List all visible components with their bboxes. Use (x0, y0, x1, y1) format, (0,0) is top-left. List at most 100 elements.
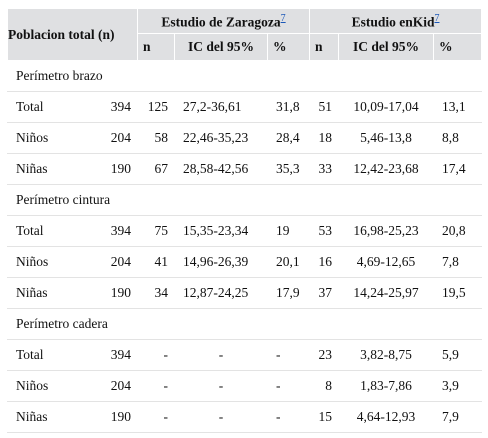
cell-enkid-n: 15 (309, 401, 340, 433)
cell-enkid-n: 8 (309, 370, 340, 402)
cell-zaragoza-n: 34 (137, 277, 175, 309)
cell-enkid-pct: 20,8 (433, 215, 483, 247)
group-title: Estudio enKid (351, 14, 435, 30)
subheader-n: n (137, 33, 175, 61)
cell-zaragoza-n: 67 (137, 153, 175, 185)
cell-enkid-ic: 10,09-17,04 (338, 91, 435, 123)
data-table: Poblacion total (n) Estudio de Zaragoza7… (6, 8, 483, 433)
cell-zaragoza-pct: 28,4 (266, 122, 311, 154)
cell-zaragoza-pct: - (266, 339, 311, 371)
row-label: Niñas (7, 401, 88, 433)
cell-zaragoza-ic: 22,46-35,23 (174, 122, 268, 154)
cell-enkid-pct: 13,1 (433, 91, 483, 123)
cell-enkid-ic: 14,24-25,97 (338, 277, 435, 309)
table-header: Poblacion total (n) Estudio de Zaragoza7… (7, 8, 483, 61)
subheader-pct: % (433, 33, 483, 61)
cell-zaragoza-n: 75 (137, 215, 175, 247)
cell-enkid-pct: 19,5 (433, 277, 483, 309)
cell-poblacion: 204 (87, 370, 138, 402)
cell-enkid-n: 33 (309, 153, 340, 185)
cell-zaragoza-ic: - (174, 339, 268, 371)
cell-enkid-pct: 8,8 (433, 122, 483, 154)
cell-zaragoza-ic: 14,96-26,39 (174, 246, 268, 278)
table-row: Niños 204 41 14,96-26,39 20,1 16 4,69-12,65 7,8 (7, 246, 483, 278)
section-row: Perímetro brazo (6, 60, 483, 92)
cell-enkid-ic: 3,82-8,75 (338, 339, 435, 371)
cell-poblacion: 190 (87, 153, 138, 185)
cell-enkid-n: 23 (309, 339, 340, 371)
cell-zaragoza-pct: 19 (266, 215, 311, 247)
subheader-pct: % (266, 33, 311, 61)
row-label: Total (7, 91, 88, 123)
group-title: Estudio de Zaragoza (161, 14, 281, 30)
cell-enkid-pct: 7,9 (433, 401, 483, 433)
cell-zaragoza-ic: 12,87-24,25 (174, 277, 268, 309)
cell-poblacion: 190 (87, 277, 138, 309)
cell-zaragoza-pct: 17,9 (266, 277, 311, 309)
row-label: Niños (7, 246, 88, 278)
cell-poblacion: 394 (87, 339, 138, 371)
cell-enkid-n: 53 (309, 215, 340, 247)
subheader-ic: IC del 95% (174, 33, 268, 61)
cell-enkid-n: 18 (309, 122, 340, 154)
cell-zaragoza-pct: 20,1 (266, 246, 311, 278)
cell-zaragoza-n: 58 (137, 122, 175, 154)
reference-link[interactable]: 7 (280, 12, 286, 24)
table-row: Niñas 190 34 12,87-24,25 17,9 37 14,24-25,97 19… (7, 277, 483, 309)
cell-enkid-pct: 17,4 (433, 153, 483, 185)
cell-zaragoza-pct: 31,8 (266, 91, 311, 123)
subheader-ic: IC del 95% (338, 33, 435, 61)
row-label: Niñas (7, 277, 88, 309)
section-row: Perímetro cadera (6, 308, 483, 340)
cell-poblacion: 394 (87, 215, 138, 247)
cell-zaragoza-ic: - (174, 401, 268, 433)
cell-enkid-ic: 4,64-12,93 (338, 401, 435, 433)
cell-poblacion: 204 (87, 246, 138, 278)
table-row: Niños 204 58 22,46-35,23 28,4 18 5,46-13,8 8,8 (7, 122, 483, 154)
cell-zaragoza-n: - (137, 339, 175, 371)
table-row: Niñas 190 67 28,58-42,56 35,3 33 12,42-23,68 17… (7, 153, 483, 185)
cell-enkid-ic: 12,42-23,68 (338, 153, 435, 185)
subheader-n: n (309, 33, 340, 61)
table-row: Niñas 190- - -15 4,64-12,93 7,9 (7, 401, 483, 433)
table-row: Total 394 125 27,2-36,61 31,8 51 10,09-17,04 13… (7, 91, 483, 123)
cell-zaragoza-ic: 28,58-42,56 (174, 153, 268, 185)
cell-zaragoza-n: - (137, 401, 175, 433)
cell-zaragoza-n: - (137, 370, 175, 402)
cell-enkid-n: 16 (309, 246, 340, 278)
cell-zaragoza-pct: 35,3 (266, 153, 311, 185)
cell-zaragoza-n: 125 (137, 91, 175, 123)
cell-poblacion: 394 (87, 91, 138, 123)
cell-zaragoza-pct: - (266, 370, 311, 402)
cell-zaragoza-pct: - (266, 401, 311, 433)
cell-enkid-ic: 1,83-7,86 (338, 370, 435, 402)
cell-enkid-ic: 16,98-25,23 (338, 215, 435, 247)
row-label: Niños (7, 122, 88, 154)
cell-zaragoza-ic: 15,35-23,34 (174, 215, 268, 247)
cell-enkid-pct: 3,9 (433, 370, 483, 402)
cell-poblacion: 204 (87, 122, 138, 154)
cell-enkid-n: 51 (309, 91, 340, 123)
cell-poblacion: 190 (87, 401, 138, 433)
table-body: Perímetro brazo Total 394 125 27,2-36,61 31,8… (6, 60, 483, 433)
cell-enkid-pct: 7,8 (433, 246, 483, 278)
cell-zaragoza-ic: 27,2-36,61 (174, 91, 268, 123)
section-title: Perímetro cintura (6, 184, 483, 216)
cell-enkid-ic: 4,69-12,65 (338, 246, 435, 278)
cell-zaragoza-n: 41 (137, 246, 175, 278)
cell-enkid-pct: 5,9 (433, 339, 483, 371)
header-group-zaragoza: Estudio de Zaragoza7 (136, 8, 311, 34)
section-row: Perímetro cintura (6, 184, 483, 216)
header-group-enkid: Estudio enKid7 (309, 8, 483, 34)
row-label: Total (7, 215, 88, 247)
row-label: Niñas (7, 153, 88, 185)
cell-zaragoza-ic: - (174, 370, 268, 402)
row-label: Niños (7, 370, 88, 402)
reference-link[interactable]: 7 (434, 12, 440, 24)
table-row: Total 394- - -23 3,82-8,75 5,9 (7, 339, 483, 371)
cell-enkid-ic: 5,46-13,8 (338, 122, 435, 154)
header-poblacion: Poblacion total (n) (7, 8, 138, 61)
table-row: Total 394 75 15,35-23,34 19 53 16,98-25,23 20,8 (7, 215, 483, 247)
row-label: Total (7, 339, 88, 371)
